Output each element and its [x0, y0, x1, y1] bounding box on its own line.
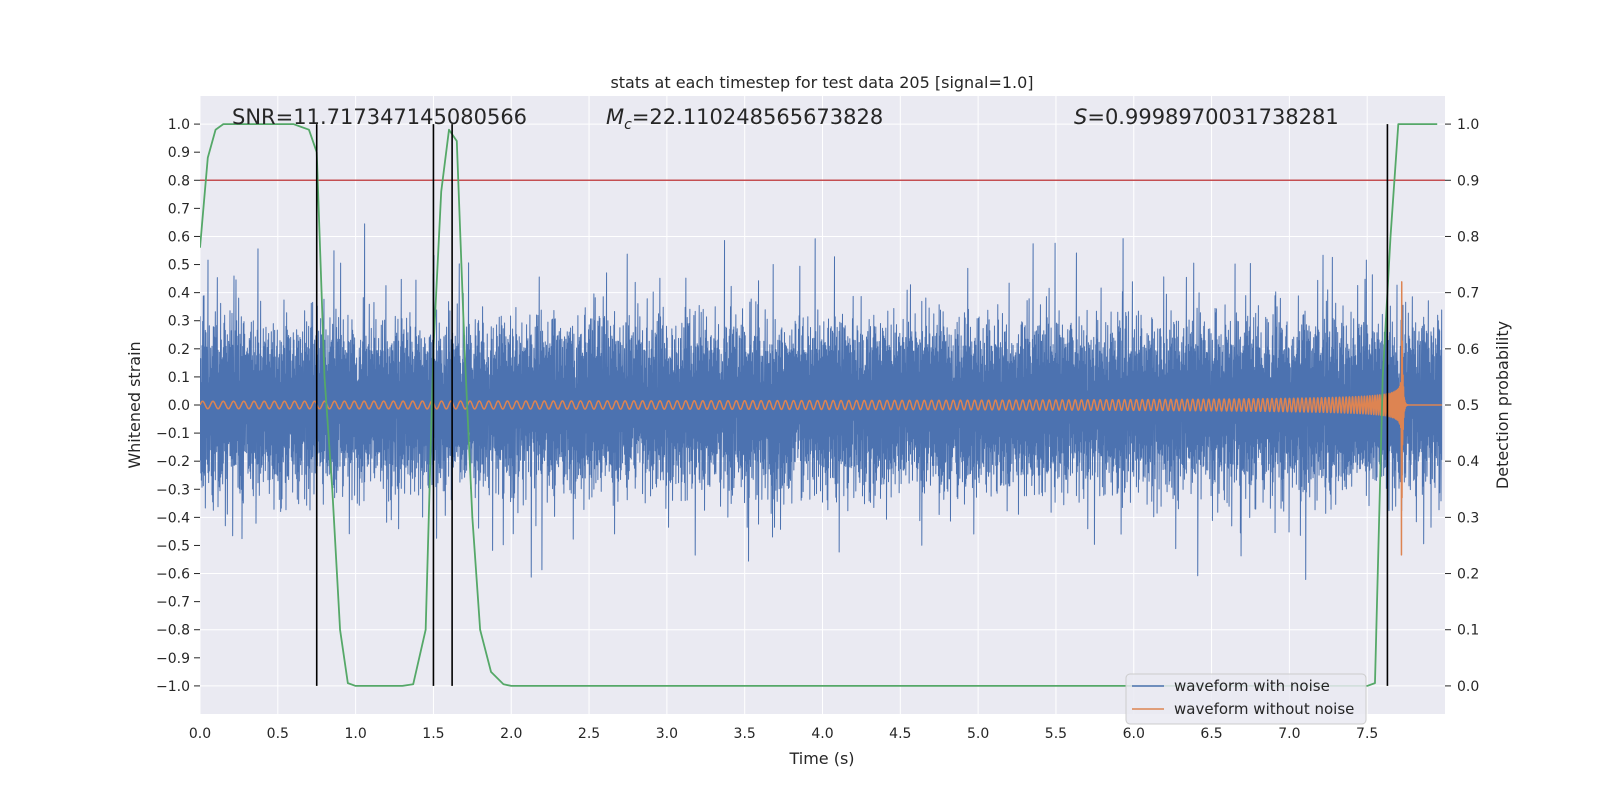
y-left-tick-label: −0.7 [156, 595, 190, 611]
snr-annotation: SNR=11.717347145080566 [232, 105, 527, 129]
y-left-tick-label: −1.0 [156, 679, 190, 695]
y-right-tick-label: 0.9 [1457, 173, 1479, 189]
y-left-tick-label: 0.8 [168, 173, 190, 189]
chirp-mass-symbol: M [606, 105, 624, 129]
x-tick-label: 0.0 [189, 726, 211, 742]
y-axis-left-label: Whitened strain [125, 341, 144, 468]
s-value: =0.9998970031738281 [1087, 105, 1338, 129]
y-left-tick-label: −0.5 [156, 538, 190, 554]
x-axis-label: Time (s) [788, 749, 854, 768]
y-left-tick-label: 0.3 [168, 314, 190, 330]
y-left-tick-label: 0.2 [168, 342, 190, 358]
y-right-tick-label: 0.1 [1457, 623, 1479, 639]
y-right-tick-label: 0.7 [1457, 286, 1479, 302]
x-tick-label: 2.0 [500, 726, 522, 742]
x-tick-label: 6.5 [1200, 726, 1222, 742]
y-right-tick-label: 0.0 [1457, 679, 1479, 695]
y-left-tick-label: 0.0 [168, 398, 190, 414]
y-left-tick-label: 0.5 [168, 258, 190, 274]
series-waveform-without-noise [200, 281, 1443, 556]
y-left-tick-label: 0.4 [168, 286, 190, 302]
chart-title: stats at each timestep for test data 205… [610, 73, 1033, 92]
y-left-tick-label: 0.1 [168, 370, 190, 386]
y-right-tick-label: 0.8 [1457, 229, 1479, 245]
s-symbol: S [1074, 105, 1087, 129]
x-tick-label: 4.0 [811, 726, 833, 742]
y-right-tick-label: 0.5 [1457, 398, 1479, 414]
y-left-tick-label: −0.4 [156, 510, 190, 526]
x-tick-label: 3.5 [734, 726, 756, 742]
x-tick-label: 0.5 [267, 726, 289, 742]
x-tick-label: 1.0 [344, 726, 366, 742]
x-tick-label: 1.5 [422, 726, 444, 742]
legend-label-waveform-without-noise: waveform without noise [1174, 700, 1354, 718]
y-left-tick-label: −0.8 [156, 623, 190, 639]
y-left-tick-label: −0.1 [156, 426, 190, 442]
series-detection-probability [200, 123, 1438, 687]
x-tick-label: 7.5 [1356, 726, 1378, 742]
x-tick-label: 5.5 [1045, 726, 1067, 742]
y-right-tick-label: 1.0 [1457, 117, 1479, 133]
legend-label-waveform-with-noise: waveform with noise [1174, 677, 1330, 695]
x-tick-label: 4.5 [889, 726, 911, 742]
chirp-mass-subscript: c [624, 117, 632, 133]
x-tick-label: 6.0 [1123, 726, 1145, 742]
y-left-tick-label: 1.0 [168, 117, 190, 133]
series-waveform-with-noise [200, 223, 1443, 580]
y-right-tick-label: 0.3 [1457, 510, 1479, 526]
legend: waveform with noise waveform without noi… [1125, 673, 1367, 725]
legend-box [1125, 673, 1367, 725]
y-axis-right-label: Detection probability [1493, 321, 1512, 489]
y-right-tick-label: 0.2 [1457, 567, 1479, 583]
s-annotation: S=0.9998970031738281 [1074, 105, 1339, 129]
y-left-tick-label: −0.2 [156, 454, 190, 470]
y-right-tick-label: 0.4 [1457, 454, 1479, 470]
y-left-tick-label: 0.9 [168, 145, 190, 161]
chirp-mass-value: =22.110248565673828 [632, 105, 883, 129]
vertical-markers [315, 124, 1389, 686]
y-left-tick-label: −0.6 [156, 567, 190, 583]
y-axis-left-ticks: −1.0 −0.9 −0.8 −0.7 −0.6 −0.5 −0.4 −0.3 −0.2 −0.1… [156, 117, 200, 695]
x-tick-label: 3.0 [656, 726, 678, 742]
y-left-tick-label: 0.7 [168, 201, 190, 217]
x-axis-ticks: 0.0 0.5 1.0 1.5 2.0 2.5 3.0 3.5 4.0 4.5 5.0 5.5 6.0 6… [189, 726, 1378, 742]
y-left-tick-label: −0.9 [156, 651, 190, 667]
chirp-mass-annotation: Mc=22.110248565673828 [606, 105, 883, 133]
x-tick-label: 5.0 [967, 726, 989, 742]
y-left-tick-label: −0.3 [156, 482, 190, 498]
y-right-tick-label: 0.6 [1457, 342, 1479, 358]
y-axis-right-ticks: 0.0 0.1 0.2 0.3 0.4 0.5 0.6 0.7 0.8 0.9 1.0 [1445, 117, 1479, 695]
x-tick-label: 7.0 [1278, 726, 1300, 742]
x-tick-label: 2.5 [578, 726, 600, 742]
y-left-tick-label: 0.6 [168, 229, 190, 245]
